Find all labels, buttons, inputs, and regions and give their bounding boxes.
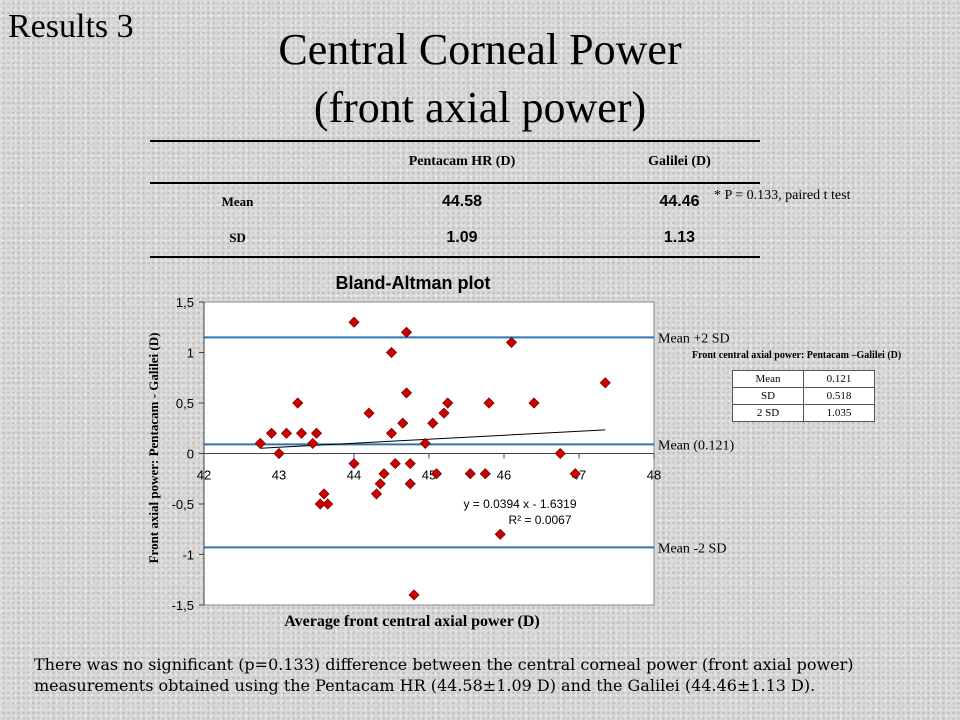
- slide-title: Central Corneal Power: [278, 25, 682, 74]
- reference-lines: Mean +2 SD Mean (0.121) Mean -2 SD: [204, 331, 735, 556]
- data-point: [438, 407, 450, 419]
- table-row: SD 0.518: [732, 387, 875, 405]
- data-point: [385, 427, 398, 439]
- table-row: SD 1.09 1.13: [150, 220, 760, 258]
- data-point: [599, 377, 611, 389]
- mini-stats-table: Mean 0.121 SD 0.518 2 SD 1.035: [732, 370, 875, 422]
- data-point: [310, 427, 323, 439]
- data-point: [430, 468, 443, 480]
- x-tick-label: 43: [272, 468, 286, 483]
- pentacam-sd: 1.09: [325, 220, 599, 258]
- data-point: [385, 346, 398, 359]
- x-tick-label: 45: [422, 468, 436, 483]
- data-point: [370, 488, 383, 500]
- y-tick-label: 0,5: [176, 396, 194, 411]
- data-point: [292, 397, 304, 409]
- mini-table-title: Front central axial power: Pentacam –Gal…: [692, 350, 902, 361]
- data-point: [363, 407, 375, 419]
- table-row: Mean 0.121: [732, 370, 875, 388]
- y-tick-label: 1,5: [176, 295, 194, 310]
- header-cell-pentacam: Pentacam HR (D): [325, 140, 599, 184]
- x-axis-label: Average front central axial power (D): [284, 613, 539, 630]
- data-point: [464, 468, 476, 480]
- pentacam-mean: 44.58: [441, 193, 482, 210]
- data-point: [569, 468, 581, 480]
- galilei-sd: 1.13: [598, 220, 760, 258]
- data-point: [483, 397, 495, 409]
- reference-line-label: Mean +2 SD: [658, 331, 730, 346]
- data-point: [265, 427, 278, 439]
- mini-row-value: 0.518: [803, 387, 875, 405]
- trendline-r-squared: R² = 0.0067: [508, 513, 571, 527]
- data-point: [307, 437, 319, 449]
- data-point: [280, 427, 293, 439]
- data-point: [494, 528, 506, 540]
- data-point: [378, 468, 390, 480]
- p-value-note: * P = 0.133, paired t test: [714, 188, 851, 203]
- summary-table: Pentacam HR (D) Galilei (D) Mean 44.58 4…: [150, 140, 760, 258]
- reference-line-label: Mean -2 SD: [658, 541, 726, 556]
- data-point: [389, 458, 401, 470]
- data-point: [419, 437, 431, 449]
- y-tick-label: 1: [187, 346, 194, 361]
- data-point: [273, 447, 285, 460]
- mini-row-value: 1.035: [803, 404, 875, 422]
- data-point: [528, 397, 540, 409]
- data-point: [400, 387, 413, 399]
- data-point: [318, 488, 330, 500]
- row-label: Mean: [221, 194, 254, 209]
- y-tick-label: -1,5: [172, 598, 194, 613]
- data-point: [314, 498, 326, 510]
- data-point: [400, 326, 413, 338]
- slide-subtitle: (front axial power): [313, 83, 647, 132]
- table-row: 2 SD 1.035: [732, 404, 875, 422]
- x-tick-label: 42: [197, 468, 211, 483]
- data-point: [554, 447, 566, 460]
- trendline-group: [260, 429, 606, 449]
- header-cell-empty: [150, 140, 325, 184]
- mini-row-label: Mean: [732, 370, 804, 388]
- data-point: [427, 417, 439, 429]
- galilei-mean: 44.46: [659, 193, 700, 210]
- data-point: [505, 336, 518, 348]
- data-point: [295, 427, 308, 439]
- data-point: [404, 458, 416, 470]
- data-point: [479, 468, 491, 480]
- data-point: [322, 498, 334, 510]
- y-tick-label: 0: [187, 447, 194, 462]
- data-point: [397, 417, 409, 429]
- data-points: [254, 316, 611, 601]
- data-point: [404, 478, 416, 490]
- header-cell-galilei: Galilei (D): [598, 140, 760, 184]
- trendline: [260, 429, 606, 449]
- trendline-equation: y = 0.0394 x - 1.6319: [463, 497, 576, 511]
- data-point: [374, 478, 386, 490]
- data-point: [348, 458, 360, 470]
- data-point: [254, 437, 266, 449]
- y-axis-label: Front axial power: Pentacam - Galilei (D…: [146, 333, 161, 564]
- chart-title: Bland-Altman plot: [336, 273, 491, 293]
- table-row: Mean 44.58 44.46: [150, 183, 760, 220]
- y-tick-label: -1: [182, 548, 194, 563]
- mini-row-label: SD: [732, 387, 804, 405]
- x-tick-label: 46: [497, 468, 511, 483]
- x-tick-label: 48: [647, 468, 661, 483]
- x-tick-label: 44: [347, 468, 361, 483]
- data-point: [442, 397, 454, 409]
- data-point: [408, 589, 420, 601]
- row-label: SD: [150, 220, 325, 258]
- mini-row-value: 0.121: [803, 370, 875, 388]
- data-point: [348, 316, 360, 328]
- y-tick-label: -0,5: [172, 497, 194, 512]
- caption-text: There was no significant (p=0.133) diffe…: [34, 655, 854, 695]
- mini-row-label: 2 SD: [732, 404, 804, 422]
- results-label: Results 3: [8, 8, 134, 45]
- summary-table-header: Pentacam HR (D) Galilei (D): [150, 140, 760, 184]
- reference-line-label: Mean (0.121): [658, 438, 735, 453]
